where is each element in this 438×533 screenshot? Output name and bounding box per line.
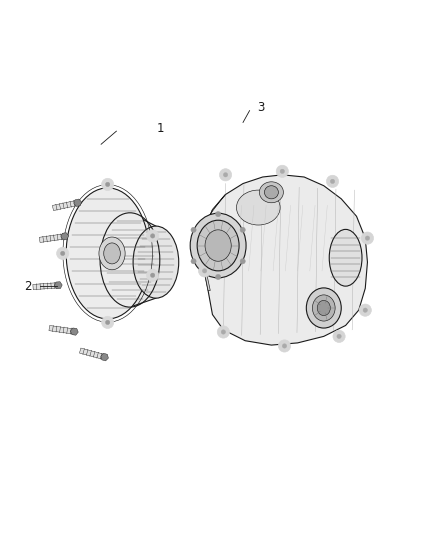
Circle shape	[202, 269, 207, 273]
Circle shape	[102, 179, 114, 190]
Circle shape	[147, 269, 159, 281]
Ellipse shape	[99, 237, 125, 270]
Polygon shape	[39, 234, 65, 243]
Circle shape	[150, 234, 155, 238]
Circle shape	[337, 334, 341, 338]
Ellipse shape	[306, 288, 341, 328]
Circle shape	[276, 165, 288, 177]
Circle shape	[240, 227, 245, 232]
Ellipse shape	[329, 229, 362, 286]
Text: 3: 3	[257, 101, 264, 114]
Ellipse shape	[66, 188, 149, 319]
Ellipse shape	[197, 220, 239, 271]
Circle shape	[106, 320, 110, 325]
Polygon shape	[53, 200, 78, 211]
Ellipse shape	[237, 190, 280, 225]
Circle shape	[359, 304, 371, 316]
Circle shape	[215, 274, 221, 280]
Circle shape	[102, 316, 114, 328]
Ellipse shape	[317, 300, 330, 316]
Ellipse shape	[205, 230, 231, 261]
Circle shape	[330, 179, 335, 183]
Circle shape	[147, 230, 159, 242]
Circle shape	[361, 232, 374, 244]
Ellipse shape	[104, 243, 120, 264]
Ellipse shape	[133, 226, 179, 298]
Polygon shape	[202, 195, 226, 290]
Circle shape	[240, 259, 245, 264]
Text: 2: 2	[24, 280, 32, 293]
Polygon shape	[202, 175, 367, 345]
Polygon shape	[54, 282, 62, 289]
Circle shape	[198, 265, 211, 277]
Circle shape	[150, 273, 155, 277]
Polygon shape	[79, 348, 105, 360]
Polygon shape	[108, 188, 156, 319]
Polygon shape	[71, 328, 78, 335]
Circle shape	[60, 251, 65, 256]
Polygon shape	[33, 282, 59, 289]
Ellipse shape	[259, 182, 283, 203]
Circle shape	[106, 182, 110, 187]
Circle shape	[191, 227, 196, 232]
Circle shape	[191, 259, 196, 264]
Polygon shape	[101, 353, 109, 361]
Circle shape	[217, 326, 230, 338]
Polygon shape	[74, 199, 81, 206]
Circle shape	[57, 247, 69, 260]
Ellipse shape	[265, 185, 279, 199]
Polygon shape	[49, 326, 75, 334]
Text: 1: 1	[156, 123, 164, 135]
Circle shape	[219, 169, 232, 181]
Circle shape	[283, 344, 287, 348]
Circle shape	[223, 173, 228, 177]
Circle shape	[333, 330, 345, 343]
Ellipse shape	[312, 295, 335, 321]
Circle shape	[363, 308, 367, 312]
Circle shape	[221, 330, 226, 334]
Polygon shape	[61, 233, 69, 240]
Circle shape	[365, 236, 370, 240]
Circle shape	[280, 169, 285, 174]
Ellipse shape	[190, 213, 246, 278]
Circle shape	[215, 212, 221, 217]
Circle shape	[279, 340, 290, 352]
Circle shape	[326, 175, 339, 188]
